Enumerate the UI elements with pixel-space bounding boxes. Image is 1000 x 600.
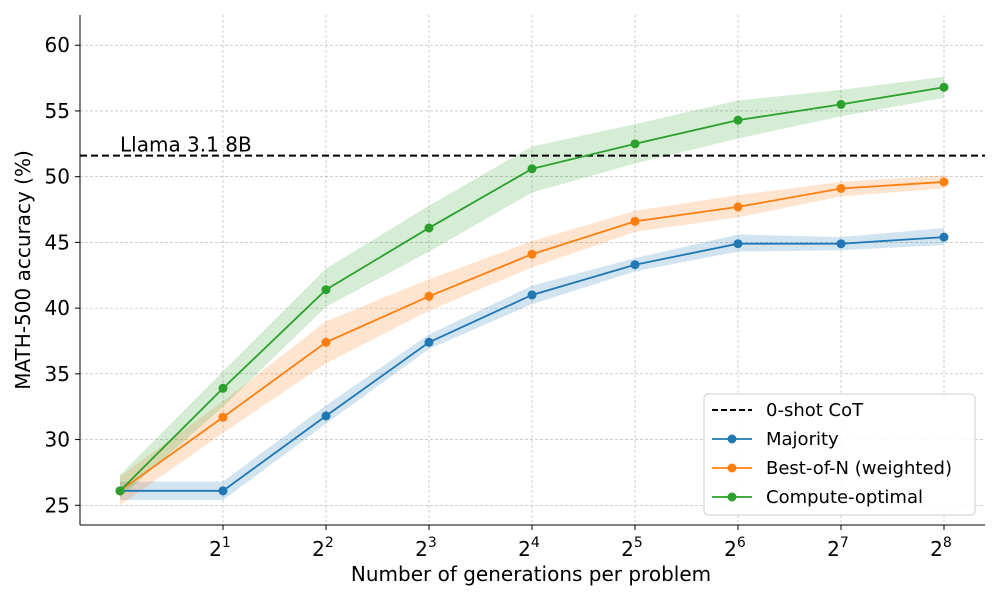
x-tick-label: 28	[930, 535, 952, 561]
x-tick-exponent: 5	[634, 535, 643, 551]
data-point	[424, 291, 434, 301]
x-tick-exponent: 2	[325, 535, 334, 551]
data-point	[836, 239, 846, 249]
x-tick-base: 2	[312, 537, 325, 561]
x-tick-label: 24	[518, 535, 540, 561]
legend-swatch-marker	[727, 463, 737, 473]
y-tick-label: 25	[45, 493, 70, 517]
data-point	[630, 139, 640, 149]
data-point	[733, 239, 743, 249]
x-tick-exponent: 3	[428, 535, 437, 551]
x-tick-exponent: 1	[222, 535, 231, 551]
x-tick-label: 22	[312, 535, 334, 561]
data-point	[630, 216, 640, 226]
confidence-bands	[120, 76, 944, 506]
series-points	[115, 82, 949, 496]
data-point	[733, 115, 743, 125]
x-tick-base: 2	[724, 537, 737, 561]
data-point	[424, 337, 434, 347]
data-point	[836, 184, 846, 194]
reference-line-annotation: Llama 3.1 8B	[120, 133, 252, 157]
x-tick-exponent: 6	[737, 535, 746, 551]
data-point	[527, 164, 537, 174]
x-tick-label: 27	[827, 535, 849, 561]
x-axis-title: Number of generations per problem	[351, 562, 711, 586]
y-axis-title: MATH-500 accuracy (%)	[11, 150, 35, 390]
data-point	[424, 223, 434, 233]
x-tick-base: 2	[415, 537, 428, 561]
data-point	[321, 411, 331, 421]
x-tick-base: 2	[930, 537, 943, 561]
x-tick-label: 25	[621, 535, 643, 561]
x-tick-exponent: 8	[943, 535, 952, 551]
y-tick-label: 55	[45, 99, 70, 123]
data-point	[939, 177, 949, 187]
data-point	[939, 232, 949, 242]
y-tick-labels: 25 30 35 40 45 50 55 60	[45, 33, 70, 517]
y-tick-label: 60	[45, 33, 70, 57]
legend-label: Best-of-N (weighted)	[766, 458, 952, 479]
data-point	[218, 486, 228, 496]
axes	[75, 15, 985, 530]
y-tick-label: 45	[45, 230, 70, 254]
y-tick-label: 40	[45, 296, 70, 320]
confidence-band	[120, 175, 944, 506]
data-point	[527, 249, 537, 259]
data-point	[733, 202, 743, 212]
y-tick-label: 50	[45, 165, 70, 189]
confidence-band	[120, 76, 944, 498]
x-tick-exponent: 7	[840, 535, 849, 551]
x-tick-label: 26	[724, 535, 746, 561]
y-tick-label: 30	[45, 428, 70, 452]
legend-label: Majority	[766, 429, 839, 450]
legend-swatch-marker	[727, 434, 737, 444]
data-point	[321, 285, 331, 295]
x-tick-exponent: 4	[531, 535, 540, 551]
x-tick-label: 21	[209, 535, 231, 561]
data-point	[939, 82, 949, 92]
data-point	[218, 383, 228, 393]
data-point	[115, 486, 125, 496]
y-tick-label: 35	[45, 362, 70, 386]
legend-label: 0-shot CoT	[766, 400, 864, 421]
x-tick-base: 2	[621, 537, 634, 561]
x-tick-base: 2	[518, 537, 531, 561]
legend-swatch-marker	[727, 492, 737, 502]
data-point	[218, 412, 228, 422]
data-point	[630, 260, 640, 270]
data-point	[527, 290, 537, 300]
data-point	[836, 99, 846, 109]
x-tick-base: 2	[209, 537, 222, 561]
reference-line-group: Llama 3.1 8B	[80, 133, 985, 157]
x-tick-labels: 21 22 23 24 25 26 27 28	[209, 535, 952, 561]
x-tick-label: 23	[415, 535, 437, 561]
legend-box	[703, 393, 976, 516]
legend-label: Compute-optimal	[766, 487, 923, 508]
data-point	[321, 337, 331, 347]
x-tick-base: 2	[827, 537, 840, 561]
legend: 0-shot CoT Majority Best-of-N (weighted) Co…	[703, 393, 976, 516]
